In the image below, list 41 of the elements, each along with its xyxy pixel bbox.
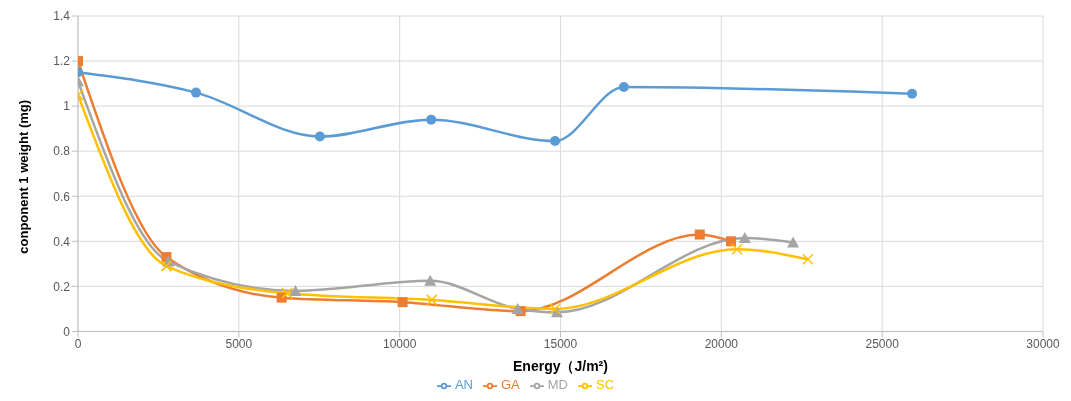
y-tick-label: 0.2 <box>53 279 71 294</box>
point <box>802 253 814 266</box>
legend-label: AN <box>454 377 473 393</box>
y-tick-label: 0.8 <box>53 144 71 159</box>
point <box>314 131 325 142</box>
x-tick-label: 25000 <box>865 336 900 351</box>
point <box>738 231 751 243</box>
y-tick-label: 1.4 <box>53 9 71 24</box>
point <box>397 297 408 308</box>
y-tick-label: 1.2 <box>53 54 71 69</box>
legend-label: MD <box>547 377 568 393</box>
point <box>160 260 173 272</box>
point <box>731 243 743 255</box>
y-tick-label: 0.4 <box>53 234 71 249</box>
x-tick-label: 10000 <box>382 336 417 351</box>
point <box>511 302 524 314</box>
x-axis-title: Energy（J/m²) <box>513 358 608 375</box>
point <box>550 136 561 147</box>
point <box>289 284 302 296</box>
y-tick-label: 0 <box>63 324 71 339</box>
x-tick-label: 20000 <box>704 336 739 351</box>
x-tick-label: 0 <box>74 336 82 351</box>
y-tick-label: 0.6 <box>53 189 71 204</box>
x-tick-label: 30000 <box>1026 336 1061 351</box>
legend-label: GA <box>500 377 520 393</box>
point <box>618 81 629 92</box>
point <box>426 114 437 125</box>
point <box>276 292 287 303</box>
y-tick-label: 1 <box>63 99 71 114</box>
point <box>191 87 202 98</box>
point <box>725 236 736 247</box>
x-tick-label: 5000 <box>225 336 253 351</box>
point <box>424 274 437 286</box>
point <box>907 88 918 99</box>
y-axis-title: conponent 1 weight (mg) <box>15 99 31 254</box>
legend-label: SC <box>596 377 615 393</box>
x-tick-label: 15000 <box>543 336 578 351</box>
point <box>787 236 800 248</box>
point <box>694 229 705 240</box>
point <box>281 287 293 299</box>
point <box>426 294 438 306</box>
